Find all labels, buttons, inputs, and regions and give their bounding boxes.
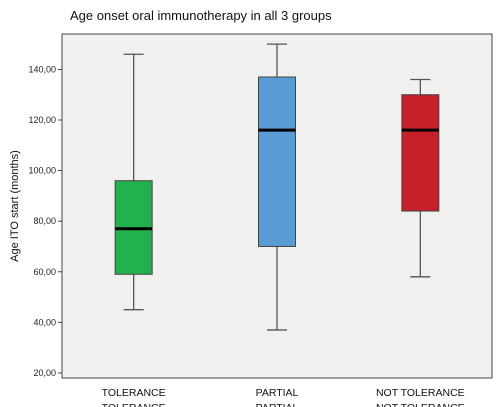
x-category-label: TOLERANCE bbox=[102, 387, 166, 399]
box-series bbox=[114, 43, 440, 331]
x-category-label: PARTIAL bbox=[256, 387, 299, 399]
x-category-label-second-line: TOLERANCE bbox=[102, 402, 166, 407]
y-tick-label: 100,00 bbox=[28, 166, 56, 176]
box-tolerance bbox=[114, 53, 153, 311]
iqr-box bbox=[258, 76, 296, 247]
y-tick-label: 60,00 bbox=[33, 267, 56, 277]
y-axis-title: Age ITO start (months) bbox=[9, 150, 21, 262]
y-tick-label: 40,00 bbox=[33, 317, 56, 327]
box-not-tolerance bbox=[401, 78, 440, 278]
y-axis: 20,00 40,00 60,00 80,00 100,00 120,00 140,00 bbox=[28, 64, 62, 378]
chart-title: Age onset oral immunotherapy in all 3 gr… bbox=[70, 8, 332, 23]
iqr-box bbox=[401, 94, 440, 212]
y-tick-label: 80,00 bbox=[33, 216, 56, 226]
y-tick-label: 120,00 bbox=[28, 115, 56, 125]
x-category-label-second-line: PARTIAL bbox=[256, 402, 299, 407]
x-category-label-second-line: NOT TOLERANCE bbox=[376, 402, 465, 407]
y-tick-label: 20,00 bbox=[33, 368, 56, 378]
y-tick-label: 140,00 bbox=[28, 64, 56, 74]
x-category-label: NOT TOLERANCE bbox=[376, 387, 465, 399]
x-axis: TOLERANCE TOLERANCE PARTIAL PARTIAL NOT TOLE… bbox=[102, 387, 465, 407]
box-partial bbox=[258, 43, 296, 331]
